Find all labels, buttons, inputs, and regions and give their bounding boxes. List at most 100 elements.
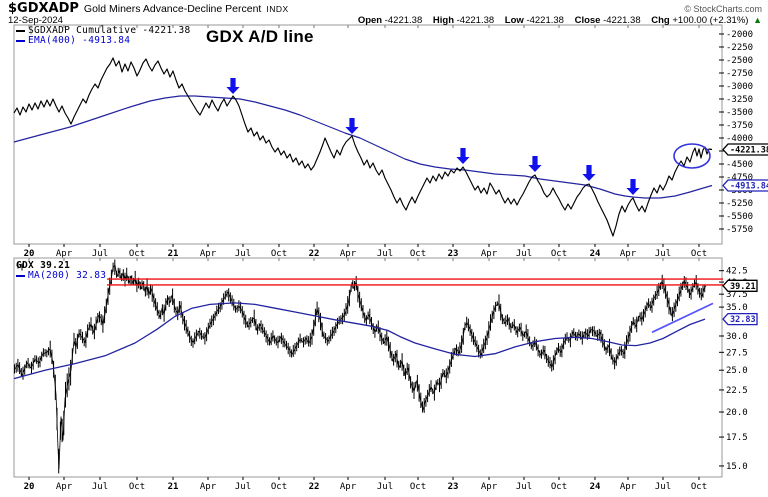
- svg-text:Apr: Apr: [481, 482, 498, 492]
- svg-text:-2250: -2250: [726, 43, 753, 53]
- high-label: High: [432, 15, 454, 26]
- close-value: -4221.38: [603, 15, 641, 26]
- svg-text:Oct: Oct: [410, 482, 426, 492]
- svg-text:-4500: -4500: [726, 160, 753, 170]
- svg-text:Apr: Apr: [340, 249, 357, 259]
- low-value: -4221.38: [526, 15, 564, 26]
- ohlc-bars-icon: [16, 261, 24, 271]
- svg-text:27.5: 27.5: [726, 348, 748, 358]
- svg-text:23: 23: [448, 482, 459, 492]
- chart-annotation-title: GDX A/D line: [206, 27, 314, 46]
- svg-text:42.5: 42.5: [726, 267, 748, 277]
- svg-text:-5250: -5250: [726, 199, 753, 209]
- svg-text:-5500: -5500: [726, 212, 753, 222]
- svg-text:-4000: -4000: [726, 134, 753, 144]
- svg-text:23: 23: [448, 249, 459, 259]
- svg-text:20: 20: [24, 249, 35, 259]
- line-swatch-blue-icon: [16, 275, 25, 277]
- chart-date: 12-Sep-2024: [8, 15, 63, 26]
- svg-text:-3750: -3750: [726, 121, 753, 131]
- svg-text:Apr: Apr: [620, 249, 637, 259]
- svg-text:39.21: 39.21: [730, 282, 756, 292]
- svg-text:35.0: 35.0: [726, 303, 748, 313]
- svg-text:-4750: -4750: [726, 173, 753, 183]
- svg-text:Oct: Oct: [691, 482, 707, 492]
- svg-text:24: 24: [590, 249, 601, 259]
- svg-text:17.5: 17.5: [726, 433, 748, 443]
- svg-text:-4221.38: -4221.38: [730, 146, 768, 156]
- legend-ma200: MA(200) 32.83: [16, 269, 107, 281]
- svg-text:-3000: -3000: [726, 82, 753, 92]
- line-swatch-black-icon: [16, 30, 25, 32]
- legend-cumulative: $GDXADP Cumulative -4221.38: [16, 24, 191, 36]
- chg-label: Chg: [651, 15, 670, 26]
- legend-gdx-label: GDX 39.21: [16, 259, 71, 271]
- svg-text:Jul: Jul: [92, 482, 108, 492]
- up-arrow-icon: ▲: [753, 15, 762, 25]
- svg-text:Jul: Jul: [235, 482, 251, 492]
- legend-ema: EMA(400) -4913.84: [16, 34, 191, 46]
- svg-text:Jul: Jul: [516, 482, 532, 492]
- svg-text:Jul: Jul: [655, 482, 671, 492]
- high-value: -4221.38: [456, 15, 495, 26]
- svg-text:-3250: -3250: [726, 95, 753, 105]
- svg-text:Oct: Oct: [691, 249, 707, 259]
- bottom-panel-legend: GDX 39.21 MA(200) 32.83: [16, 259, 107, 281]
- svg-text:Oct: Oct: [271, 482, 287, 492]
- svg-text:22: 22: [309, 249, 320, 259]
- svg-text:Oct: Oct: [410, 249, 426, 259]
- svg-text:Oct: Oct: [551, 482, 567, 492]
- quote-row: 12-Sep-2024 Open -4221.38 High -4221.38 …: [8, 15, 762, 26]
- svg-text:22: 22: [309, 482, 320, 492]
- top-panel-legend: $GDXADP Cumulative -4221.38 EMA(400) -49…: [16, 24, 191, 46]
- close-label: Close: [574, 15, 601, 26]
- exchange-label: INDX: [266, 4, 289, 14]
- svg-text:-5750: -5750: [726, 225, 753, 235]
- svg-text:Oct: Oct: [129, 482, 145, 492]
- ohlc-quote: Open -4221.38 High -4221.38 Low -4221.38…: [350, 15, 762, 26]
- legend-ema-label: EMA(400) -4913.84: [28, 34, 131, 46]
- svg-text:-4913.84: -4913.84: [730, 182, 768, 192]
- svg-text:Jul: Jul: [377, 482, 393, 492]
- svg-text:Jul: Jul: [655, 249, 671, 259]
- svg-text:20: 20: [24, 482, 35, 492]
- svg-text:Jul: Jul: [92, 249, 108, 259]
- chg-value: +100.00 (+2.31%): [672, 15, 749, 26]
- svg-text:Jul: Jul: [516, 249, 532, 259]
- copyright-label: © StockCharts.com: [684, 4, 762, 14]
- svg-text:Apr: Apr: [200, 482, 217, 492]
- svg-text:Apr: Apr: [56, 249, 73, 259]
- svg-text:24: 24: [590, 482, 601, 492]
- svg-text:Apr: Apr: [481, 249, 498, 259]
- svg-text:Jul: Jul: [235, 249, 251, 259]
- svg-text:30.0: 30.0: [726, 332, 748, 342]
- svg-text:21: 21: [168, 249, 179, 259]
- open-label: Open: [357, 15, 383, 26]
- chart-header: $GDXADP Gold Miners Advance-Decline Perc…: [8, 1, 762, 16]
- legend-gdx: GDX 39.21: [16, 259, 106, 271]
- svg-text:Apr: Apr: [620, 482, 637, 492]
- svg-text:21: 21: [168, 482, 179, 492]
- svg-text:-3500: -3500: [726, 108, 753, 118]
- svg-text:Apr: Apr: [56, 482, 73, 492]
- svg-text:-2500: -2500: [726, 56, 753, 66]
- svg-text:Apr: Apr: [340, 482, 357, 492]
- svg-text:15.0: 15.0: [726, 462, 748, 472]
- symbol-label: $GDXADP: [8, 1, 79, 16]
- svg-text:20.0: 20.0: [726, 408, 748, 418]
- line-swatch-blue-icon: [16, 40, 25, 42]
- svg-text:Jul: Jul: [377, 249, 393, 259]
- svg-text:Oct: Oct: [271, 249, 287, 259]
- svg-text:25.0: 25.0: [726, 366, 748, 376]
- svg-text:Apr: Apr: [200, 249, 217, 259]
- svg-text:22.5: 22.5: [726, 386, 748, 396]
- svg-text:-2000: -2000: [726, 30, 753, 40]
- svg-text:Oct: Oct: [129, 249, 145, 259]
- symbol-description: Gold Miners Advance-Decline Percent: [83, 3, 262, 15]
- svg-text:32.83: 32.83: [730, 315, 756, 325]
- legend-cumulative-label: $GDXADP Cumulative -4221.38: [28, 24, 191, 36]
- legend-ma200-label: MA(200) 32.83: [28, 269, 107, 281]
- svg-text:-2750: -2750: [726, 69, 753, 79]
- open-value: -4221.38: [384, 15, 423, 26]
